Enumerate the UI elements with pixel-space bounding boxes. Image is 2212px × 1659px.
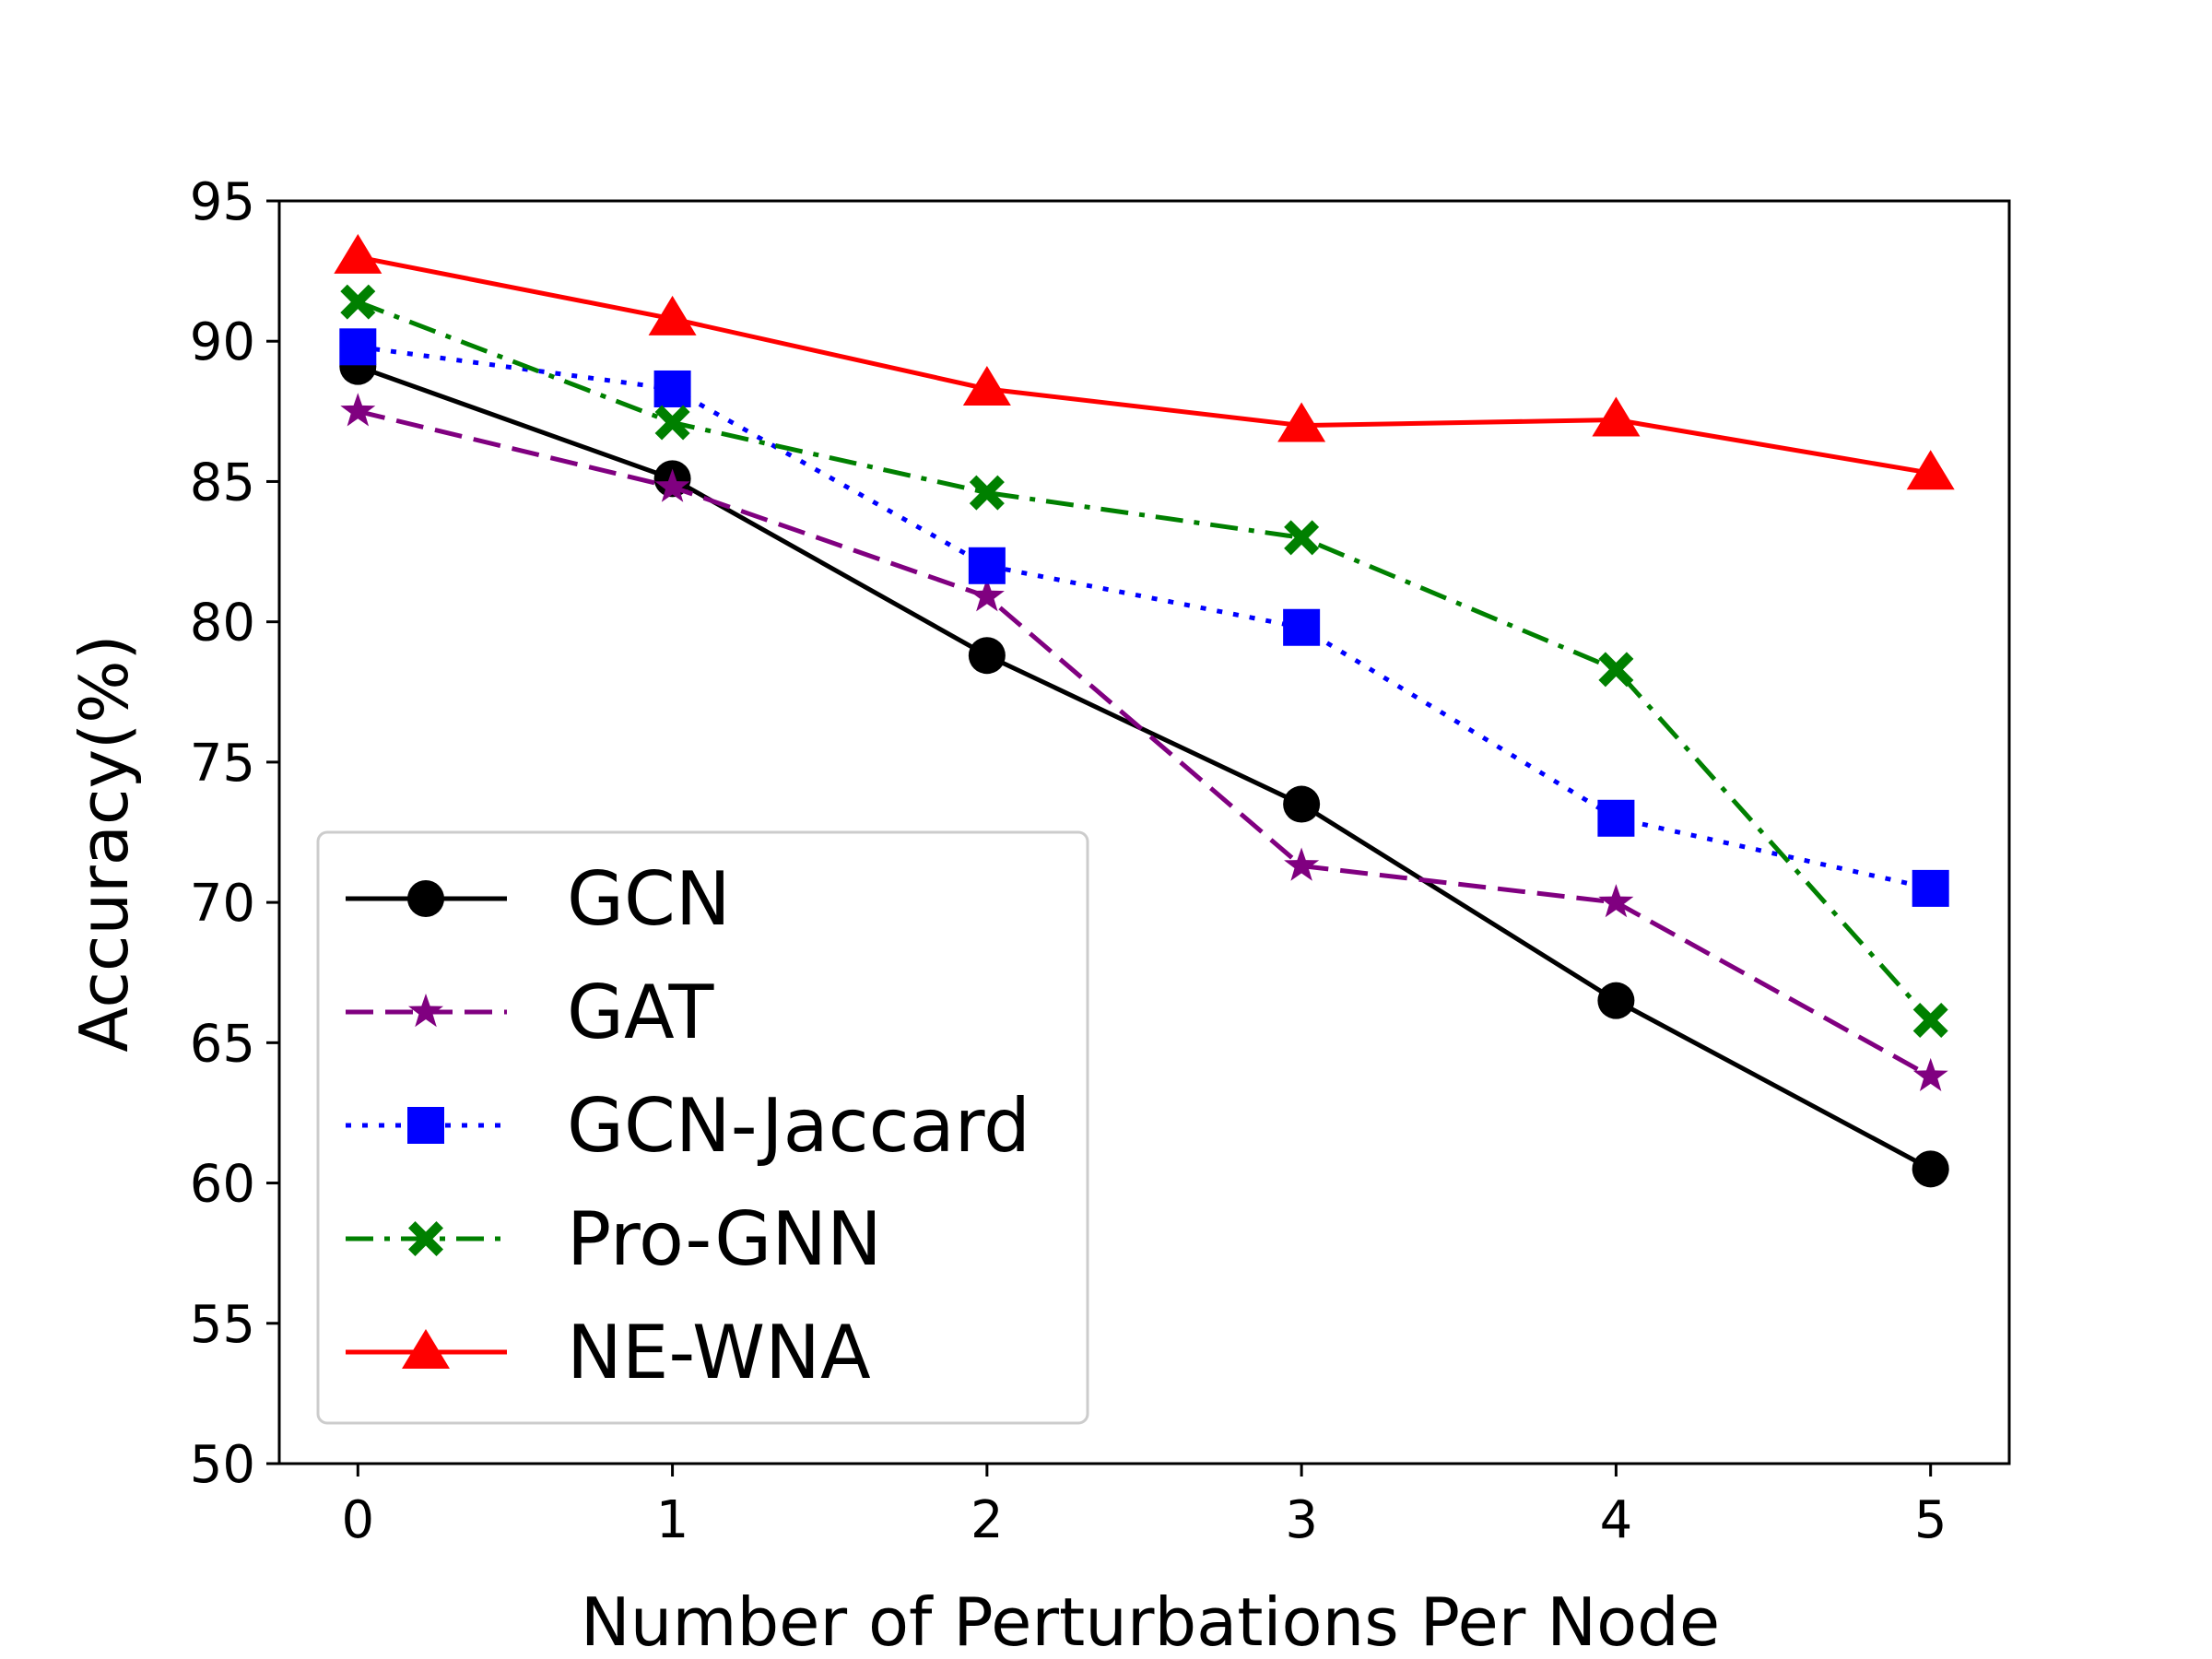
series-line [357, 408, 1932, 1079]
plot-frame [277, 199, 2011, 1465]
data-point [654, 405, 690, 441]
legend-label: NE-WNA [567, 1310, 871, 1395]
y-tick-label: 75 [190, 734, 255, 794]
data-point [1284, 520, 1320, 556]
y-axis-title: Accuracy(%) [65, 634, 143, 1052]
data-point [653, 370, 691, 407]
x-tick-label: 4 [1600, 1490, 1633, 1550]
y-tick-label: 80 [190, 594, 255, 653]
legend-label: GCN [567, 856, 731, 942]
data-point [648, 295, 697, 335]
x-tick-label: 5 [1914, 1490, 1947, 1550]
legend-item: Pro-GNN [346, 1196, 882, 1282]
legend-item: GCN [346, 856, 731, 942]
data-point [340, 393, 376, 427]
y-tick-label: 95 [190, 172, 255, 232]
x-tick-label: 3 [1285, 1490, 1318, 1550]
series-line [357, 254, 1932, 476]
legend-marker [407, 880, 444, 917]
series-gat [340, 393, 1948, 1091]
legend-box [316, 830, 1089, 1425]
legend-marker [402, 1329, 450, 1369]
data-point [1598, 652, 1634, 688]
y-tick-label: 55 [190, 1295, 255, 1355]
data-point [1597, 982, 1635, 1019]
series-gcn-jaccard [339, 328, 1949, 907]
data-point [1283, 608, 1321, 646]
data-point [1912, 1150, 1949, 1188]
data-point [968, 547, 1006, 584]
legend-marker [408, 994, 443, 1028]
data-point [1906, 450, 1955, 490]
y-tick-label: 70 [190, 874, 255, 934]
legend: GCN GAT GCN-Jaccard Pro-GNN NE-WNA [316, 830, 1089, 1425]
plot-area [334, 233, 1955, 1188]
series-line [357, 364, 1932, 1171]
data-point [962, 365, 1011, 406]
data-point [339, 328, 377, 366]
data-point [654, 468, 690, 502]
legend-item: NE-WNA [346, 1310, 871, 1395]
data-point [340, 284, 376, 320]
y-tick-label: 85 [190, 453, 255, 512]
y-tick-label: 90 [190, 312, 255, 372]
data-point [968, 637, 1006, 675]
x-axis-title: Number of Perturbations Per Node [581, 1583, 1720, 1659]
data-point [1283, 785, 1321, 823]
y-tick-label: 50 [190, 1435, 255, 1495]
legend-item: GCN-Jaccard [346, 1083, 1030, 1169]
x-tick-label: 2 [971, 1490, 1004, 1550]
y-tick-label: 65 [190, 1014, 255, 1074]
data-point [969, 475, 1005, 511]
data-point [1277, 402, 1326, 442]
data-point [1912, 1057, 1948, 1091]
legend-marker [408, 1221, 443, 1256]
y-tick-label: 60 [190, 1155, 255, 1215]
series-gcn [339, 347, 1949, 1188]
x-tick-label: 1 [656, 1490, 689, 1550]
legend-label: GAT [567, 970, 715, 1055]
data-point [334, 233, 382, 274]
series-line [357, 300, 1933, 1022]
data-point [1592, 396, 1641, 437]
data-point [1284, 847, 1320, 881]
legend-label: Pro-GNN [567, 1196, 882, 1282]
series-ne-wna [334, 233, 1955, 490]
data-point [1912, 869, 1949, 907]
legend-item: GAT [346, 970, 715, 1055]
data-point [969, 578, 1005, 612]
x-tick-label: 0 [341, 1490, 374, 1550]
legend-label: GCN-Jaccard [567, 1083, 1030, 1169]
data-point [1912, 1002, 1948, 1038]
data-point [1598, 884, 1634, 918]
legend-marker [407, 1107, 444, 1144]
data-point [1597, 799, 1635, 837]
series-pro-gnn [340, 284, 1948, 1038]
